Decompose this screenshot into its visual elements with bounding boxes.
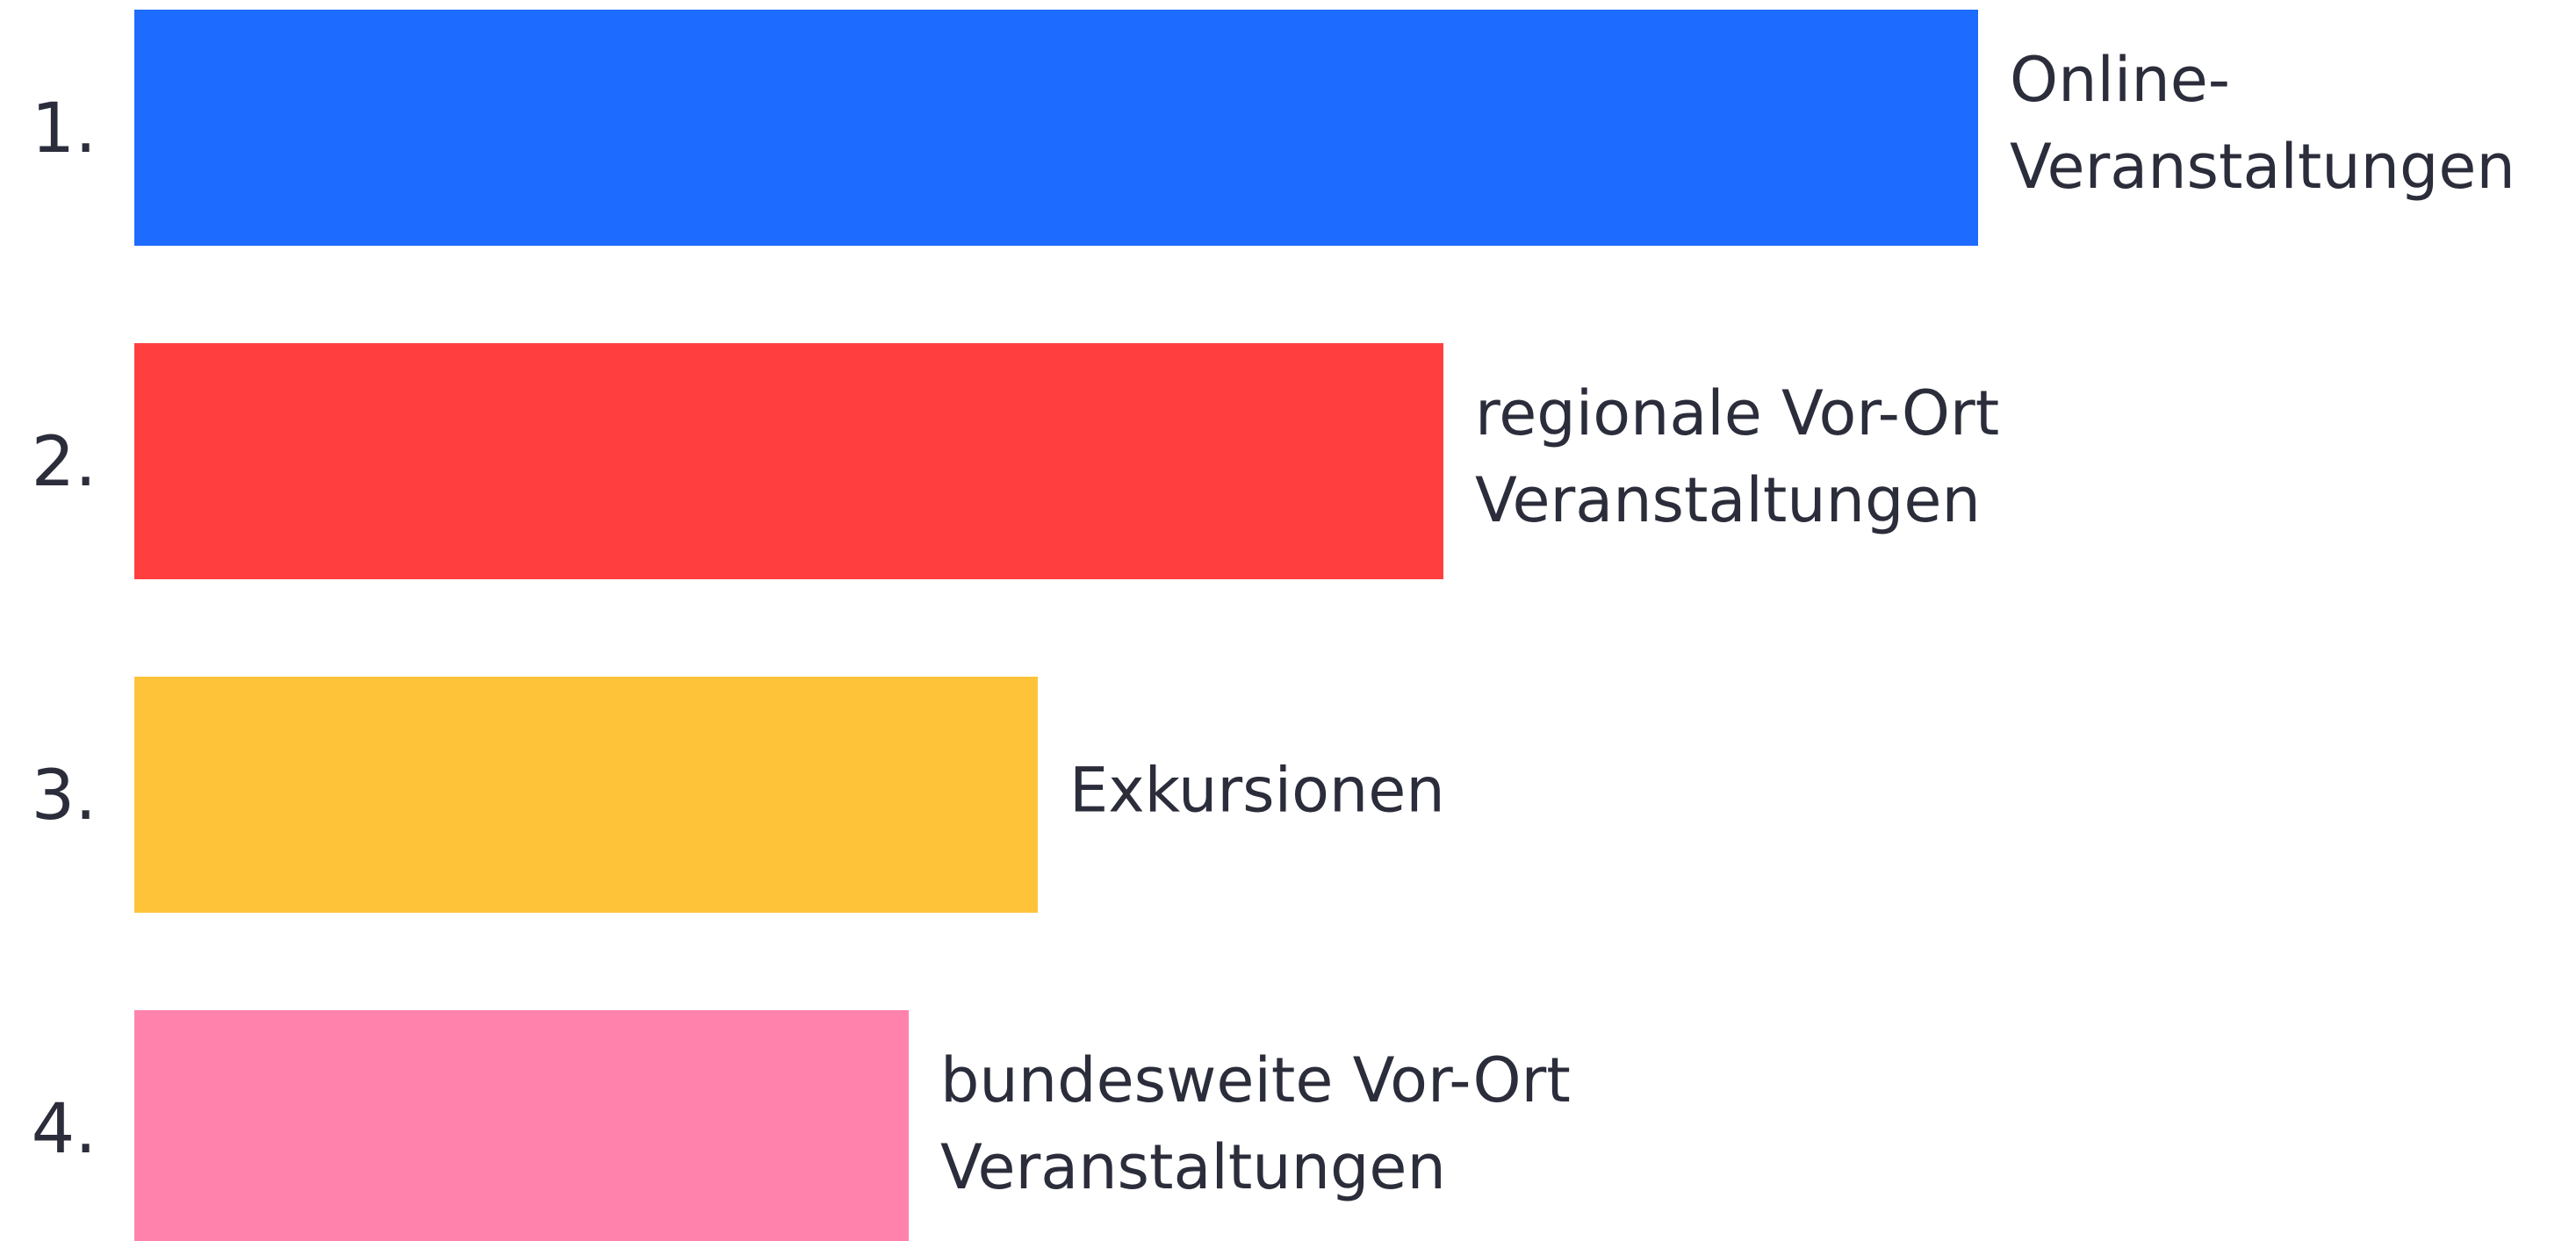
rank-label: 1.	[32, 90, 97, 169]
category-label-line: regionale Vor-Ort	[1475, 377, 1999, 449]
bar	[134, 677, 1038, 913]
category-label-line: Online-	[2010, 44, 2230, 116]
category-label: Exkursionen	[1069, 755, 1445, 827]
rank-label: 2.	[32, 423, 97, 502]
category-label: regionale Vor-Ort Veranstaltungen	[1475, 377, 1999, 536]
category-label-line: bundesweite Vor-Ort	[940, 1044, 1571, 1116]
category-label: bundesweite Vor-Ort Veranstaltungen	[940, 1044, 1571, 1203]
category-label-line: Exkursionen	[1069, 755, 1445, 827]
category-label-line: Veranstaltungen	[2010, 131, 2515, 203]
bar	[134, 10, 1978, 246]
bar	[134, 1010, 909, 1241]
bar	[134, 343, 1443, 579]
category-label: Online- Veranstaltungen	[2010, 44, 2515, 203]
category-label-line: Veranstaltungen	[1475, 464, 1981, 536]
rank-label: 3.	[32, 757, 97, 836]
category-label-line: Veranstaltungen	[940, 1131, 1446, 1203]
rank-label: 4.	[32, 1090, 97, 1169]
